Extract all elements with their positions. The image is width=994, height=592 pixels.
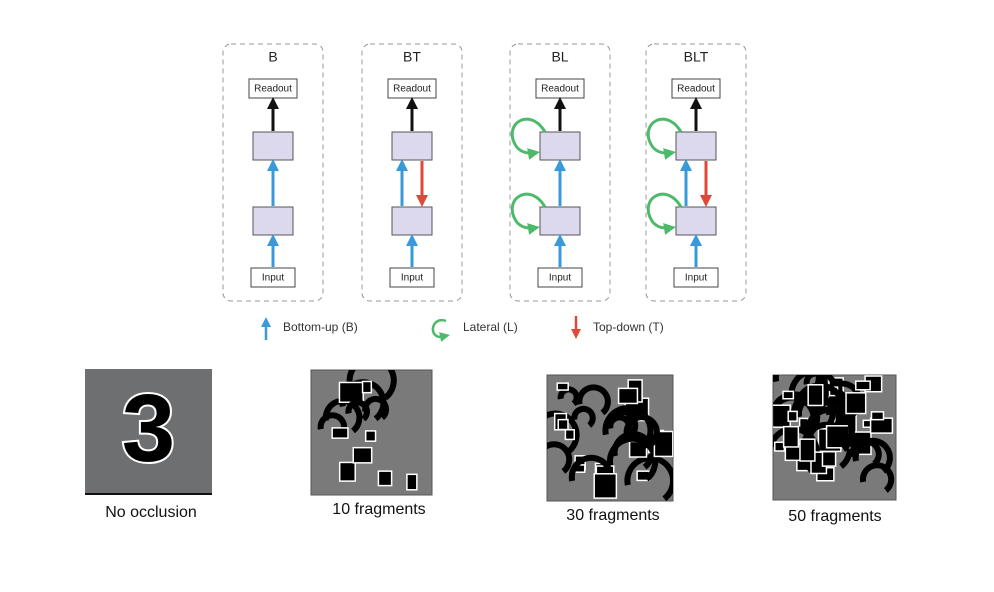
readout-label: Readout: [541, 84, 579, 95]
lateral-loop: [510, 192, 547, 235]
fragment: [617, 387, 639, 405]
input-box: [537, 267, 583, 288]
fragment: [345, 399, 370, 422]
fragment: [623, 414, 660, 447]
fragment: [602, 405, 654, 451]
legend-label: Bottom-up (B): [283, 320, 358, 334]
lateral-loop: [646, 192, 683, 235]
fragment: [782, 425, 800, 448]
hidden-layer: [252, 206, 294, 236]
fragment: [845, 392, 867, 415]
input-box: [389, 267, 435, 288]
legend-label: Top-down (T): [593, 320, 664, 334]
legend-icon: [431, 318, 450, 342]
readout-label: Readout: [393, 84, 431, 95]
fragment: [361, 380, 373, 394]
fragment: [782, 390, 795, 400]
hidden-layer: [391, 131, 433, 161]
fragment: [331, 427, 349, 439]
panel-frame: [361, 43, 463, 302]
fragments: [773, 375, 895, 493]
fragment: [787, 410, 798, 422]
fragment: [556, 382, 569, 391]
panel-title: BL: [551, 49, 568, 65]
caption: 50 fragments: [788, 508, 881, 525]
input-label: Input: [549, 273, 571, 284]
fragments: [317, 370, 418, 491]
panel-title: BLT: [684, 49, 709, 65]
readout-label: Readout: [254, 84, 292, 95]
fragment: [799, 438, 816, 462]
fragment: [547, 441, 573, 474]
fragment: [859, 462, 895, 493]
hidden-layer: [252, 131, 294, 161]
fragment: [593, 473, 618, 499]
fragment: [364, 430, 377, 442]
hidden-layer: [675, 131, 717, 161]
input-label: Input: [262, 273, 284, 284]
fragment: [557, 386, 580, 407]
fragment: [338, 461, 356, 482]
fragment: [821, 450, 837, 467]
fragment: [346, 370, 397, 401]
fragment: [852, 437, 893, 474]
caption: 30 fragments: [566, 507, 659, 524]
fragment: [870, 411, 885, 421]
lateral-loop: [510, 117, 547, 160]
input-label: Input: [401, 273, 423, 284]
legend-label: Lateral (L): [463, 320, 518, 334]
panel-title: BT: [403, 49, 421, 65]
hidden-layer: [539, 131, 581, 161]
caption: 10 fragments: [332, 501, 425, 518]
fragment: [606, 435, 659, 482]
input-label: Input: [685, 273, 707, 284]
example-image: [85, 369, 212, 494]
fragment: [352, 446, 373, 464]
readout-label: Readout: [677, 84, 715, 95]
caption: No occlusion: [105, 504, 197, 521]
hidden-layer: [539, 206, 581, 236]
fragment: [855, 380, 871, 391]
fragment: [571, 405, 596, 428]
fragment: [807, 384, 824, 407]
fragments: [547, 379, 673, 501]
fragment: [804, 406, 855, 452]
fragment: [406, 473, 418, 491]
panel-title: B: [268, 49, 277, 65]
fragment: [377, 470, 393, 487]
fragment: [557, 418, 569, 431]
input-box: [250, 267, 296, 288]
input-box: [673, 267, 719, 288]
hidden-layer: [391, 206, 433, 236]
panel-frame: [222, 43, 324, 302]
panel-frame: [509, 43, 611, 302]
fragment: [624, 454, 673, 501]
lateral-loop: [646, 117, 683, 160]
hidden-layer: [675, 206, 717, 236]
fragment: [576, 384, 611, 416]
digit: 3: [122, 375, 175, 482]
fragment: [338, 381, 364, 404]
panel-frame: [645, 43, 747, 302]
fragment: [564, 429, 575, 441]
